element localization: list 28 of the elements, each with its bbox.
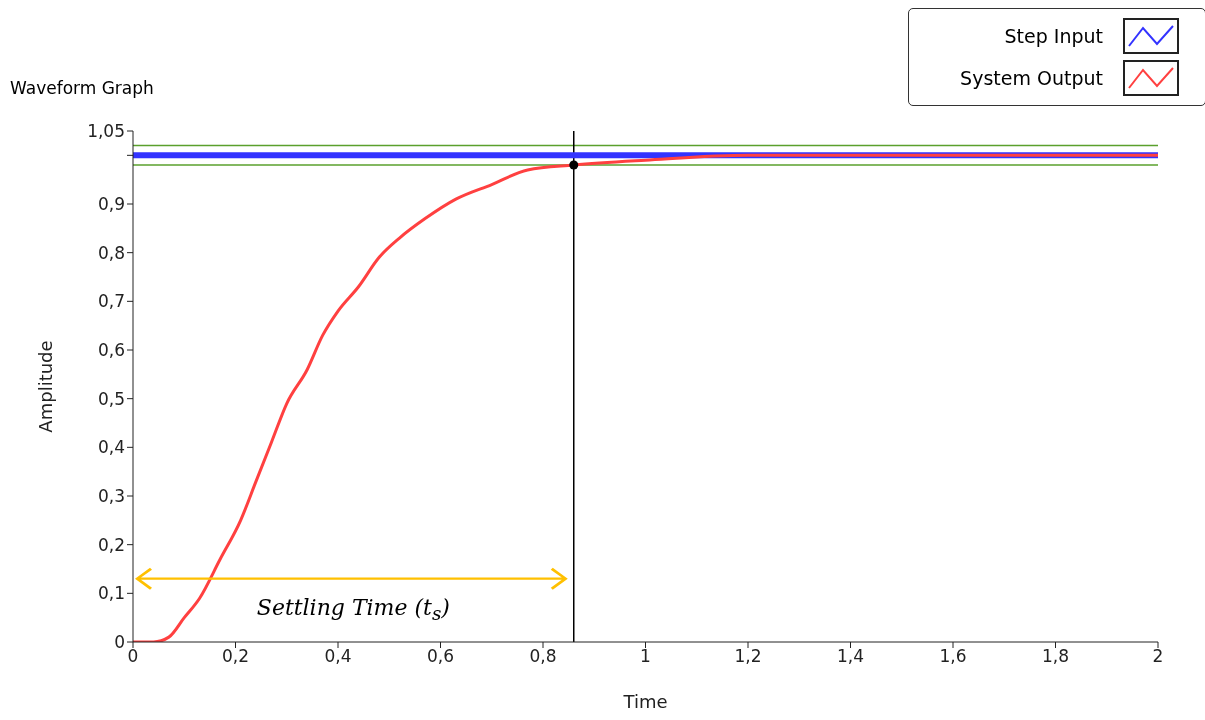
x-tick-label: 1,8 bbox=[1041, 646, 1070, 667]
legend-label: System Output bbox=[960, 67, 1103, 89]
x-tick-label: 1,6 bbox=[939, 646, 967, 667]
y-tick-label: 0,3 bbox=[97, 486, 125, 507]
y-tick-label: 0,4 bbox=[97, 437, 125, 458]
chart-title: Waveform Graph bbox=[10, 78, 154, 98]
y-tick-label: 0,1 bbox=[97, 583, 125, 604]
x-tick-label: 1,4 bbox=[836, 646, 865, 667]
x-tick-label: 0,2 bbox=[221, 646, 250, 667]
y-tick-label: 1,05 bbox=[87, 121, 125, 142]
y-tick-label: 0,8 bbox=[97, 242, 125, 263]
y-tick-label: 0,7 bbox=[97, 291, 125, 312]
annotation: Settling Time (t$_{s}$) bbox=[255, 594, 451, 625]
x-tick-label: 1 bbox=[640, 646, 651, 667]
x-axis-title: Time bbox=[622, 691, 668, 712]
x-tick-label: 0 bbox=[127, 646, 139, 667]
y-tick-label: 0,9 bbox=[97, 194, 125, 215]
y-tick-label: 0,2 bbox=[97, 534, 125, 555]
legend-label: Step Input bbox=[1004, 25, 1103, 47]
x-tick-label: 0,4 bbox=[324, 646, 352, 667]
y-axis-title: Amplitude bbox=[35, 340, 57, 433]
x-tick-label: 0,6 bbox=[426, 646, 455, 667]
x-tick-label: 1,2 bbox=[734, 646, 762, 667]
y-tick-label: 0,6 bbox=[97, 340, 125, 361]
y-tick-label: 0,5 bbox=[97, 388, 125, 409]
y-tick-label: 0 bbox=[114, 632, 125, 653]
x-tick-label: 0,8 bbox=[529, 646, 557, 667]
x-tick-label: 2 bbox=[1152, 646, 1164, 667]
